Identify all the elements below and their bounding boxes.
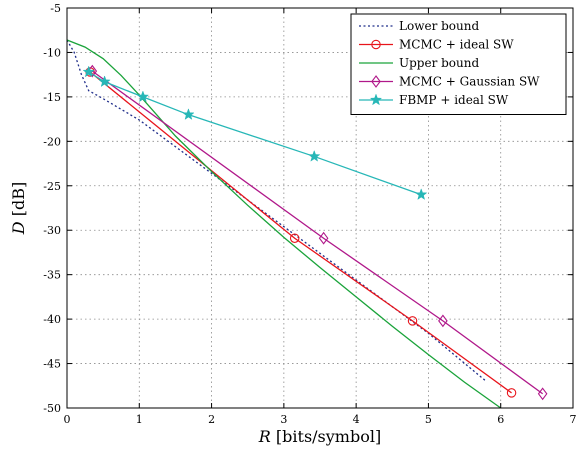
diamond-marker [537,387,548,401]
circle-marker [407,316,418,326]
plot-frame [66,7,574,409]
series-2 [85,67,517,398]
star-marker [308,149,321,162]
y-tick-label: -25 [43,180,61,193]
y-tick-label: -15 [43,91,61,104]
y-tick-label: -10 [43,46,61,59]
legend-box [350,13,567,115]
series-layer [66,39,548,409]
series-3 [66,39,502,409]
legend-entry: Lower bound [359,19,479,33]
star-marker [98,75,111,88]
legend-label: MCMC + ideal SW [399,38,514,52]
legend-label: Lower bound [399,19,479,33]
series-line [91,70,544,395]
y-tick-label: -20 [43,135,61,148]
star-marker [82,65,95,78]
diamond-marker [318,231,329,245]
x-axis-label: R [bits/symbol] [258,427,381,446]
x-tick-label: 1 [136,413,143,426]
legend-label: FBMP + ideal SW [399,93,509,107]
grid [67,8,573,408]
tick-layer: 0 1 2 3 4 5 6 7 -5 -10 -15 -20 -25 -30 -35 -40 -45 -50 [43,2,576,426]
series-5 [82,65,428,200]
x-tick-label: 7 [570,413,577,426]
y-tick-label: -40 [43,313,61,326]
y-tick-label: -5 [50,2,61,15]
legend-entry: MCMC + ideal SW [359,38,514,52]
legend-entry: Upper bound [359,56,479,70]
series-line [66,39,487,382]
series-line [89,71,512,394]
series-1 [66,39,487,382]
x-tick-label: 2 [208,413,215,426]
star-marker [414,188,428,200]
x-tick-label: 3 [280,413,287,426]
circle-marker [371,39,381,50]
y-tick-label: -45 [43,358,61,371]
star-marker [369,93,383,106]
legend-label: Upper bound [399,56,479,70]
legend-entry: MCMC + Gaussian SW [359,75,540,89]
legend: Lower bound MCMC + ideal SW Upper bound MCM… [350,13,567,115]
circle-marker [289,233,300,243]
star-marker [182,108,195,120]
circle-marker [506,388,517,398]
x-tick-label: 0 [64,413,71,426]
legend-entry: FBMP + ideal SW [359,93,509,107]
y-tick-label: -35 [43,269,61,282]
legend-label: MCMC + Gaussian SW [399,75,540,89]
x-tick-label: 4 [353,413,360,426]
y-tick-label: -50 [43,402,61,415]
diamond-marker [371,75,381,88]
x-tick-label: 6 [497,413,504,426]
star-marker [136,90,150,103]
series-line [66,39,502,409]
y-axis-label: D [dB] [9,182,28,235]
y-tick-label: -30 [43,224,61,237]
diamond-marker [438,314,448,328]
x-tick-label: 5 [425,413,432,426]
